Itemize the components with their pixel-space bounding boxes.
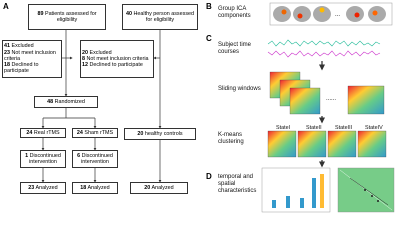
box-line: 24 Real rTMS	[22, 130, 64, 136]
box-line: 89 Patients assessed for eligibility	[30, 11, 104, 23]
box-line: 23 Not meet inclusion criteria	[4, 50, 60, 62]
box: 20 Analyzed	[130, 182, 188, 194]
caption: K-means clustering	[218, 132, 244, 145]
label: Healthy person assessed for eligibility	[133, 10, 195, 23]
box: 89 Patients assessed for eligibility	[28, 4, 106, 30]
label: Real rTMS	[33, 129, 60, 136]
box-line: 41 Excluded	[4, 43, 60, 49]
box: 20 Excluded 8 Not meet inclusion criteria…	[80, 40, 154, 78]
count: 20	[144, 184, 151, 191]
label: healthy controls	[144, 130, 183, 137]
figure: ... A 89 Patients assessed for eligibili…	[2, 2, 395, 213]
label: Sham rTMS	[84, 129, 114, 136]
box-line: 6 Discontinued intervention	[74, 153, 116, 165]
state-label: StateIII	[335, 125, 353, 131]
count: 12	[82, 62, 88, 69]
label: Analyzed	[35, 184, 58, 191]
caption: Group ICA components	[218, 6, 251, 19]
box-line: 48 Randomized	[36, 99, 96, 105]
label: Not meet inclusion criteria	[86, 55, 149, 62]
label: Not meet inclusion criteria	[4, 49, 56, 62]
caption: Sliding windows	[218, 86, 261, 92]
count: 20	[82, 49, 88, 56]
flow-lines	[41, 30, 162, 183]
box-line: 1 Discontinued intervention	[22, 153, 64, 165]
count: 24	[76, 129, 83, 136]
svg-text:...: ...	[335, 12, 340, 18]
state-label: StateII	[306, 125, 322, 131]
count: 23	[4, 49, 10, 56]
time-courses	[267, 39, 381, 71]
box-line: 40 Healthy person assessed for eligibili…	[124, 11, 196, 23]
box: 48 Randomized	[34, 96, 98, 108]
box-line: 12 Declined to participate	[82, 62, 152, 68]
state-label: StateI	[276, 125, 291, 131]
box: 18 Analyzed	[72, 182, 118, 194]
graphics: ...	[41, 2, 395, 213]
count: 41	[4, 43, 10, 50]
count: 20	[137, 130, 144, 137]
label: Analyzed	[151, 184, 174, 191]
count: 8	[82, 55, 85, 62]
count: 18	[4, 62, 10, 69]
state-matrices	[267, 130, 387, 168]
panel-label: D	[206, 172, 212, 181]
box-line: 20 Excluded	[82, 50, 152, 56]
count: 24	[26, 129, 33, 136]
count: 40	[125, 10, 132, 17]
label: Excluded	[11, 43, 34, 50]
box: 24 Sham rTMS	[72, 128, 118, 138]
box-line: 24 Sham rTMS	[74, 130, 116, 136]
label: Declined to participate	[89, 62, 143, 69]
box: 1 Discontinued intervention	[20, 150, 66, 168]
label: Excluded	[89, 49, 112, 56]
state-label: StateIV	[365, 125, 383, 131]
box-line: 18 Analyzed	[74, 185, 116, 191]
box-line: 20 healthy controls	[126, 131, 194, 137]
brain-maps: ...	[269, 2, 393, 26]
box-line: 18 Declined to participate	[4, 62, 60, 74]
box: 40 Healthy person assessed for eligibili…	[122, 4, 198, 30]
box: 20 healthy controls	[124, 128, 196, 140]
count: 1	[25, 152, 29, 159]
panel-label: B	[206, 2, 212, 11]
count: 6	[77, 152, 81, 159]
panel-label: A	[3, 2, 9, 11]
label: Discontinued intervention	[29, 152, 61, 165]
box-line: 8 Not meet inclusion criteria	[82, 56, 152, 62]
box: 41 Excluded 23 Not meet inclusion criteri…	[2, 40, 62, 78]
caption: Subject time courses	[218, 42, 252, 55]
box-line: 23 Analyzed	[22, 185, 64, 191]
panel-label: C	[206, 34, 212, 43]
label: Declined to participate	[4, 62, 39, 75]
label: Analyzed	[87, 184, 110, 191]
box-line: 20 Analyzed	[132, 185, 186, 191]
label: Patients assessed for eligibility	[44, 10, 97, 23]
label: Discontinued intervention	[81, 152, 113, 165]
count: 23	[28, 184, 35, 191]
count: 89	[37, 10, 44, 17]
count: 48	[47, 98, 54, 105]
box: 24 Real rTMS	[20, 128, 66, 138]
dots: ......	[326, 96, 337, 102]
caption: temporal and spatial characteristics	[218, 174, 257, 194]
box: 23 Analyzed	[20, 182, 66, 194]
d-plots	[261, 167, 395, 213]
count: 18	[80, 184, 87, 191]
box: 6 Discontinued intervention	[72, 150, 118, 168]
sliding-matrices	[269, 71, 385, 124]
label: Randomized	[54, 98, 85, 105]
